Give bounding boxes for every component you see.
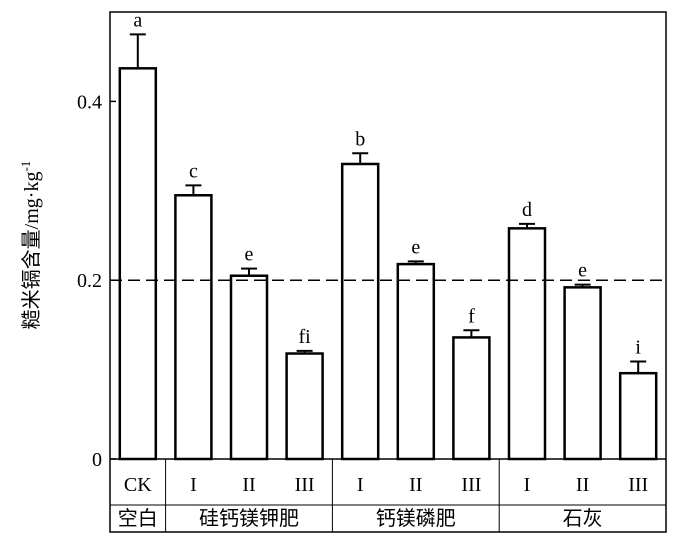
bar — [229, 274, 269, 461]
plot-area — [109, 11, 667, 533]
group-label: 钙镁磷肥 — [376, 507, 456, 530]
significance-letter: d — [522, 199, 532, 221]
svg-text:糙米镉含量/mg·kg-1: 糙米镉含量/mg·kg-1 — [18, 161, 43, 330]
y-tick-label: 0.2 — [77, 270, 102, 292]
significance-letter: a — [133, 9, 142, 31]
x-tick-label: II — [242, 474, 255, 496]
significance-letter: b — [355, 128, 365, 150]
x-tick-label: III — [295, 474, 315, 496]
y-tick-label: 0.4 — [77, 91, 102, 113]
x-tick-label: II — [409, 474, 422, 496]
significance-letter: c — [189, 160, 198, 182]
significance-letter: e — [245, 244, 254, 266]
significance-letter: f — [468, 305, 475, 327]
x-tick-label: III — [628, 474, 648, 496]
group-label: 硅钙镁钾肥 — [199, 507, 299, 530]
x-tick-label: I — [190, 474, 197, 496]
bar — [396, 262, 436, 461]
group-label: 空白 — [118, 507, 158, 530]
significance-letter: e — [411, 236, 420, 258]
x-tick-label: II — [576, 474, 589, 496]
bar — [174, 194, 213, 461]
x-tick-label: CK — [124, 474, 152, 496]
bar — [563, 286, 602, 461]
significance-letter: e — [578, 260, 587, 282]
x-tick-label: III — [461, 474, 481, 496]
bar — [340, 162, 380, 461]
plot-frame — [109, 11, 667, 533]
bar — [618, 371, 658, 461]
y-tick-label: 0 — [92, 449, 102, 471]
bar — [452, 336, 491, 461]
significance-letter: i — [635, 337, 641, 359]
bar — [285, 352, 324, 461]
y-axis-label-text: 糙米镉含量/mg·kg — [20, 172, 43, 330]
bar — [507, 227, 547, 461]
x-tick-label: I — [357, 474, 364, 496]
significance-letter: fi — [298, 326, 311, 348]
y-axis-label-exponent: -1 — [18, 161, 33, 172]
bar — [118, 67, 158, 461]
group-label: 石灰 — [563, 507, 603, 530]
x-tick-label: I — [524, 474, 531, 496]
y-axis-label: 糙米镉含量/mg·kg-1 — [18, 161, 43, 330]
text-layer: a CK c Ie II fi III b Ie II f III d Ie II i III 0 0.2 0.4 空白… — [77, 9, 648, 530]
